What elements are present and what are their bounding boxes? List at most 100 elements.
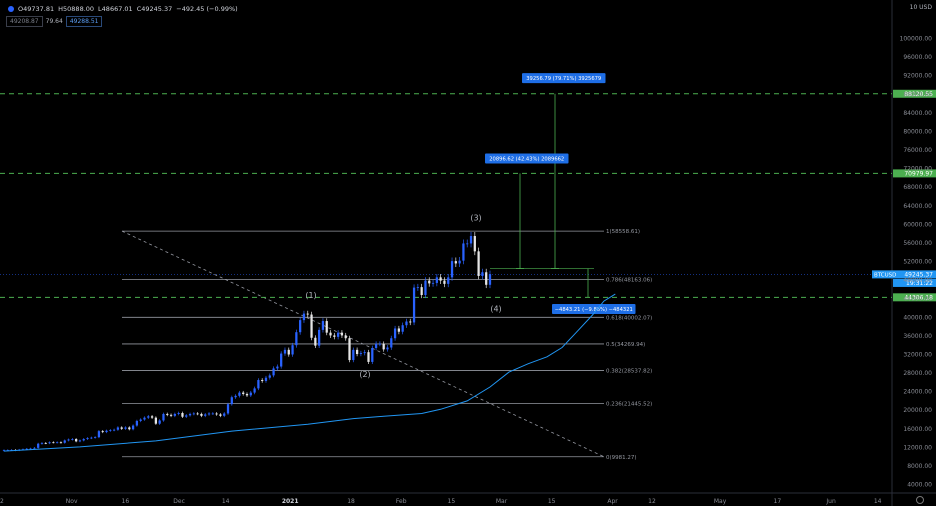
price-tick-label: 16000.00	[903, 426, 932, 433]
measure-box	[552, 303, 636, 314]
close-value: C49245.37	[136, 5, 173, 13]
candle-body	[166, 413, 169, 415]
price-tick-label: 96000.00	[903, 54, 932, 61]
candle-body	[128, 427, 131, 430]
price-tick-label: 48000.00	[903, 277, 932, 284]
candle-body	[485, 272, 488, 285]
candle-body	[481, 272, 484, 276]
candle-body	[371, 347, 374, 362]
green-price-tag	[893, 293, 936, 302]
candle-body	[367, 352, 370, 362]
candle-body	[291, 345, 294, 355]
candle-body	[428, 280, 431, 284]
candle-body	[462, 243, 465, 261]
candle-body	[173, 413, 176, 416]
ohlc-legend: O49737.81 H50888.00 L48667.01 C49245.37 −492…	[8, 5, 242, 13]
candle-body	[333, 335, 336, 337]
price-tick-label: 100000.00	[900, 36, 933, 43]
candle-body	[295, 332, 298, 346]
candle-body	[181, 413, 184, 417]
candle-body	[325, 321, 328, 333]
settings-icon[interactable]	[916, 496, 924, 504]
candle-body	[120, 427, 123, 429]
candle-body	[420, 287, 423, 296]
time-tick-label: Dec	[173, 498, 185, 505]
candle-body	[207, 413, 211, 415]
candle-body	[261, 380, 264, 381]
price-tick-label: 92000.00	[903, 73, 932, 80]
price-tick-label: 4000.00	[907, 482, 932, 489]
time-tick-label: 15	[448, 498, 456, 505]
moving-average	[3, 293, 616, 452]
candle-body	[97, 431, 101, 438]
candle-body	[86, 438, 89, 440]
candle-body	[299, 320, 302, 333]
price-tick-label: 12000.00	[903, 444, 932, 451]
measure-box-label: 20896.62 (42.43%) 2089662	[489, 156, 564, 162]
candle-body	[431, 282, 435, 284]
candle-body	[196, 413, 199, 415]
candle-body	[112, 429, 116, 431]
price-axis[interactable]: 100000.00 96000.00 92000.00 88000.00 84000.0…	[900, 36, 933, 489]
candle-body	[116, 427, 120, 430]
candle-body	[405, 321, 408, 326]
candle-body	[382, 343, 385, 350]
candle-body	[71, 439, 74, 440]
candle-body	[29, 448, 32, 450]
candle-body	[409, 321, 412, 323]
candle-body	[466, 243, 469, 245]
candle-body	[355, 349, 359, 355]
time-axis[interactable]: 12 Nov 16 Dec 14 2021 18 Feb 15 Mar 15 Apr 12 May 17 Ju…	[0, 498, 882, 505]
fib-level-label: 1(58558.61)	[606, 229, 640, 235]
indicator-legend[interactable]: 49208.87 79.64 49288.51	[6, 16, 105, 27]
candle-body	[393, 328, 397, 339]
measure-box	[485, 153, 569, 164]
candle-body	[219, 414, 222, 416]
time-tick-label: 16	[122, 498, 130, 505]
candle-body	[390, 338, 393, 348]
green-price-tag	[893, 89, 936, 98]
wave-label: (1)	[305, 291, 316, 300]
candle-body	[336, 332, 340, 337]
trendline[interactable]	[121, 230, 605, 458]
candle-body	[200, 413, 203, 416]
wave-label: (3)	[470, 214, 481, 223]
candle-body	[139, 419, 142, 421]
price-tick-label: 68000.00	[903, 184, 932, 191]
horizontal-lines[interactable]: 88120.55 70979.97 44306.18 BTCUSD 49245.37 19…	[0, 89, 936, 302]
currency-label[interactable]: 10 USD	[909, 4, 932, 11]
candle-body	[242, 392, 245, 394]
price-tick-label: 80000.00	[903, 128, 932, 135]
candle-body	[234, 395, 237, 398]
candle-body	[185, 415, 188, 417]
candle-body	[78, 440, 82, 442]
price-tick-label: 88000.00	[903, 91, 932, 98]
price-tick-label: 84000.00	[903, 110, 932, 117]
candle-body	[25, 448, 28, 450]
candle-body	[306, 313, 309, 315]
fibonacci-retracement[interactable]: 1(58558.61) 0.786(48163.06) 0.618(40002.07…	[122, 229, 652, 461]
candle-body	[230, 397, 233, 405]
candle-body	[435, 277, 438, 283]
time-tick-label: Mar	[496, 498, 508, 505]
measure-box-label: 39256.79 (79.71%) 3925679	[526, 76, 601, 82]
candle-body	[226, 404, 230, 414]
candle-body	[162, 413, 165, 421]
last-price-tag	[872, 270, 936, 279]
price-range-measures[interactable]: 39256.79 (79.71%) 3925679 20896.62 (42.43…	[485, 73, 636, 314]
countdown-tag	[893, 278, 936, 287]
price-tick-label: 20000.00	[903, 407, 932, 414]
candle-body	[287, 349, 290, 355]
candle-body	[450, 261, 454, 278]
time-tick-label: Nov	[66, 498, 78, 505]
price-tick-label: 60000.00	[903, 221, 932, 228]
candle-body	[321, 321, 325, 330]
candle-body	[458, 260, 461, 264]
candle-body	[359, 353, 363, 355]
wave-label: (4)	[490, 305, 501, 314]
candle-body	[52, 442, 55, 444]
green-price-label: 88120.55	[904, 91, 933, 98]
fib-level-label: 0.786(48163.06)	[606, 277, 652, 283]
